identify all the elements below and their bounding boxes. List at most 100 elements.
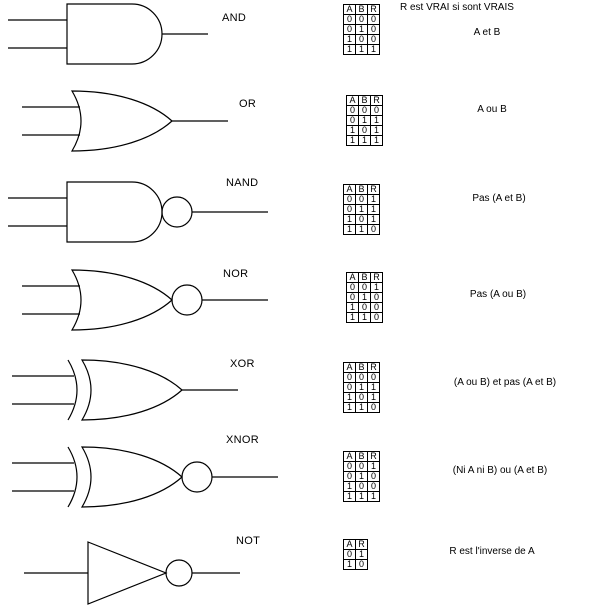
and-gate-label: AND (222, 12, 247, 24)
truth-table-cell: 1 (346, 125, 359, 136)
truth-table-header-cell: R (355, 539, 368, 550)
truth-table-cell: 0 (343, 194, 356, 205)
nand-gate-label: NAND (226, 177, 259, 189)
not-description: R est l'inverse de A (449, 546, 535, 557)
xnor-extra-input-arc (67, 446, 78, 508)
truth-table-cell: 0 (343, 549, 356, 560)
truth-table-cell: 0 (355, 461, 368, 472)
nand-description: Pas (A et B) (472, 193, 526, 204)
truth-table-header-cell: R (370, 272, 383, 283)
not-gate-body (87, 541, 168, 605)
truth-table-cell: 1 (343, 214, 356, 225)
truth-table-cell: 0 (367, 481, 380, 492)
truth-table-cell: 1 (343, 224, 356, 235)
truth-table-cell: 0 (355, 34, 368, 45)
truth-table-cell: 0 (343, 204, 356, 215)
or-description: A ou B (477, 104, 507, 115)
nor-gate-label: NOR (223, 268, 249, 280)
and-description: A et B (473, 27, 501, 38)
truth-table-cell: 1 (343, 34, 356, 45)
truth-table-cell: 1 (343, 392, 356, 403)
or-gate-label: OR (239, 98, 257, 110)
truth-table-cell: 1 (343, 559, 356, 570)
truth-table-cell: 0 (346, 282, 359, 293)
truth-table-cell: 0 (355, 194, 368, 205)
truth-table-cell: 1 (370, 135, 383, 146)
truth-table-cell: 0 (355, 559, 368, 570)
truth-table-cell: 1 (355, 204, 368, 215)
truth-table-cell: 1 (370, 282, 383, 293)
and-gate-body (66, 3, 163, 65)
truth-table-header-cell: B (355, 451, 368, 462)
not-inversion-bubble (165, 559, 193, 587)
truth-table-header-cell: A (343, 451, 356, 462)
xor-extra-input-arc (67, 359, 78, 421)
truth-table-header-cell: R (367, 184, 380, 195)
truth-table-header-cell: A (343, 4, 356, 15)
truth-table-cell: 1 (343, 402, 356, 413)
truth-table-cell: 0 (367, 24, 380, 35)
truth-table-cell: 0 (343, 471, 356, 482)
truth-table-cell: 1 (367, 194, 380, 205)
truth-table-cell: 0 (346, 105, 359, 116)
truth-table-cell: 1 (355, 44, 368, 55)
xnor-gate-body (80, 446, 183, 508)
truth-table-cell: 0 (358, 105, 371, 116)
truth-table-cell: 0 (358, 282, 371, 293)
or-gate-body (70, 90, 173, 152)
truth-table-cell: 0 (355, 481, 368, 492)
truth-table-cell: 1 (358, 115, 371, 126)
truth-table-header-cell: A (343, 184, 356, 195)
truth-table-cell: 0 (370, 105, 383, 116)
truth-table-header-cell: R (367, 451, 380, 462)
truth-table-cell: 0 (370, 312, 383, 323)
truth-table-cell: 0 (355, 392, 368, 403)
nor-gate-body (70, 269, 173, 331)
truth-table-cell: 1 (346, 302, 359, 313)
truth-table-cell: 0 (367, 14, 380, 25)
not-gate-label: NOT (236, 535, 261, 547)
truth-table-cell: 0 (343, 24, 356, 35)
truth-table-cell: 0 (343, 14, 356, 25)
truth-table-cell: 0 (358, 125, 371, 136)
nand-inversion-bubble (161, 196, 193, 228)
truth-table-cell: 1 (355, 24, 368, 35)
truth-table-cell: 1 (355, 402, 368, 413)
truth-table-cell: 1 (367, 382, 380, 393)
truth-table-cell: 1 (346, 135, 359, 146)
xnor-inversion-bubble (181, 461, 213, 493)
truth-table-cell: 0 (343, 461, 356, 472)
xor-gate-body (80, 359, 183, 421)
truth-table-header-cell: R (370, 95, 383, 106)
truth-table-header-cell: B (355, 362, 368, 373)
truth-table-cell: 0 (355, 214, 368, 225)
truth-table-cell: 0 (343, 382, 356, 393)
